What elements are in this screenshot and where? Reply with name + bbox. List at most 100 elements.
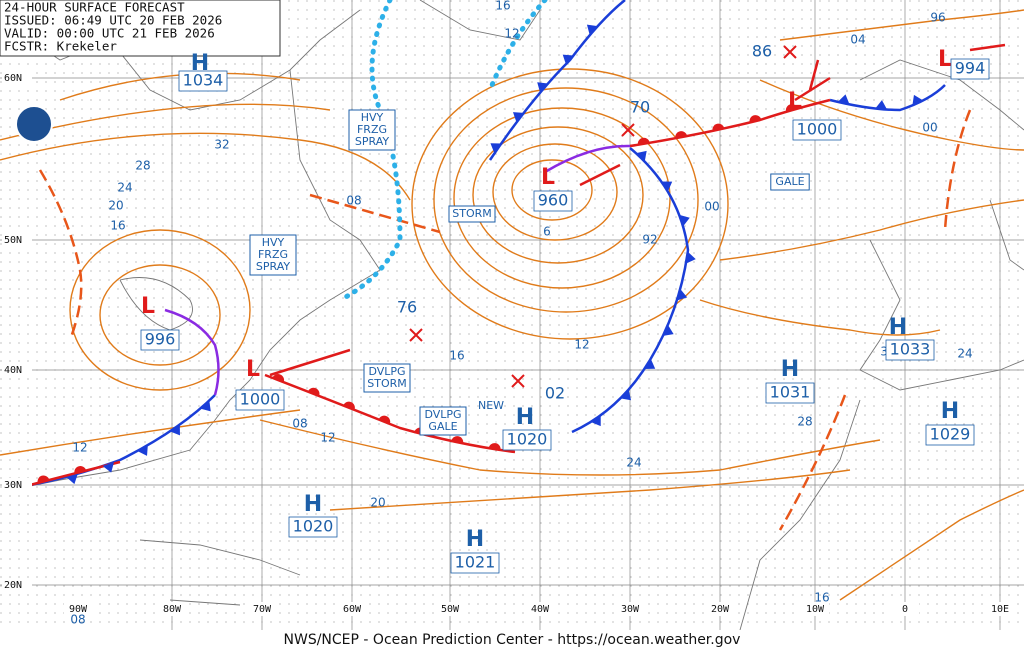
cold-front-triangle <box>66 473 78 485</box>
warning-label: STORM <box>367 377 407 390</box>
longitude-label: 20W <box>711 604 730 615</box>
pressure-box <box>533 190 573 212</box>
warning-label: DVLPG <box>424 408 461 421</box>
central-pressure: 1000 <box>797 120 838 139</box>
warning-label-box <box>419 406 467 436</box>
footer: NWS/NCEP - Ocean Prediction Center - htt… <box>284 632 741 648</box>
x-mark <box>409 328 423 342</box>
warm-front-semicircle <box>675 131 688 139</box>
graticule <box>0 0 1024 630</box>
central-pressure: 1020 <box>507 430 548 449</box>
isobar-label: 32 <box>214 138 229 152</box>
cold-front-triangle <box>661 181 673 192</box>
isobar-label: 28 <box>797 415 812 429</box>
cold-front-triangle <box>644 358 656 369</box>
longitude-label: 10E <box>991 604 1009 615</box>
longitude-label: 30W <box>621 604 640 615</box>
longitude-label: 90W <box>69 604 88 615</box>
isobar-label: 08 <box>70 613 85 627</box>
warning-label: HVY <box>361 111 384 124</box>
pressure-box <box>885 339 935 361</box>
lon-label-box <box>158 602 186 616</box>
cold-front-triangle <box>590 415 601 427</box>
longitude-label: 60W <box>343 604 362 615</box>
isobar-label: 12 <box>574 338 589 352</box>
pressure-box <box>450 552 500 574</box>
low-symbol: L <box>141 294 155 319</box>
warning-label: HVY <box>262 236 285 249</box>
warm-front-semicircle <box>37 475 50 483</box>
warm-front <box>264 373 516 454</box>
trough <box>943 109 972 231</box>
warning-label: STORM <box>452 207 492 220</box>
ice-edge <box>487 0 548 93</box>
note: NEW <box>478 399 504 412</box>
isobar-label: 28 <box>135 159 150 173</box>
cold-front-triangle <box>837 94 850 105</box>
isobar-label: 20 <box>108 199 123 213</box>
pressure-box <box>235 389 285 411</box>
central-pressure: 1021 <box>455 553 496 572</box>
lat-label-box <box>2 233 32 247</box>
isobar-label: 20 <box>370 496 385 510</box>
cold-front-triangle <box>620 389 632 401</box>
longitude-label: 0 <box>902 604 908 615</box>
high-symbol: H <box>516 405 534 430</box>
pressure-box <box>950 58 990 80</box>
cold-front-triangle <box>662 324 674 336</box>
isobar-label: 08 <box>346 194 361 208</box>
high-symbol: H <box>941 399 959 424</box>
high-symbol: H <box>889 315 907 340</box>
pressure-box <box>288 516 338 538</box>
isobar-label: 16 <box>449 349 464 363</box>
isobar-label: 16 <box>814 591 829 605</box>
lon-label-box <box>891 602 919 616</box>
header-box <box>0 0 281 57</box>
central-pressure: 994 <box>955 59 986 78</box>
cold-front <box>829 84 946 112</box>
lat-label-box <box>2 478 32 492</box>
central-pressure: 1034 <box>183 71 224 90</box>
cold-front <box>488 0 626 161</box>
pressure-box <box>925 424 975 446</box>
latitude-label: 50N <box>4 235 22 246</box>
pressure-box <box>178 70 228 92</box>
high-symbol: H <box>466 527 484 552</box>
x-mark <box>783 45 797 59</box>
low-symbol: L <box>788 89 802 114</box>
central-pressure: 1000 <box>240 390 281 409</box>
header-line: FCSTR: Krekeler <box>4 39 117 54</box>
isobar-label: 92 <box>642 233 657 247</box>
front-symbols <box>37 24 924 485</box>
motion-arrow <box>269 43 1006 377</box>
warning-label: FRZG <box>357 123 387 136</box>
cold-front-triangle <box>200 400 211 412</box>
cold-front-triangle <box>875 100 888 110</box>
warning-label-box <box>249 234 297 276</box>
lat-label-box <box>2 363 32 377</box>
warning-label: GALE <box>428 420 457 433</box>
header-line: 24-HOUR SURFACE FORECAST <box>4 0 185 15</box>
central-pressure: 1020 <box>293 517 334 536</box>
isobar-label: 24 <box>957 347 972 361</box>
header-line: ISSUED: 06:49 UTC 20 FEB 2026 <box>4 13 222 28</box>
isobar-label: 16 <box>495 0 510 13</box>
low-symbol: L <box>541 165 555 190</box>
longitude-label: 10W <box>806 604 825 615</box>
cold-front-triangle <box>137 445 148 456</box>
pressure-box <box>792 119 842 141</box>
lon-label-box <box>64 602 92 616</box>
warning-label: SPRAY <box>256 260 290 273</box>
cold-front-triangle <box>537 82 548 93</box>
trough <box>38 169 83 341</box>
noaa-logo <box>15 105 53 143</box>
dissipating-low-pressure: 70 <box>630 98 650 117</box>
latitude-label: 60N <box>4 73 22 84</box>
central-pressure: 1031 <box>770 383 811 402</box>
cold-front-triangle <box>490 143 502 154</box>
warm-front-semicircle <box>307 387 320 396</box>
warning-label: DVLPG <box>368 365 405 378</box>
high-symbol: H <box>304 492 322 517</box>
warning-label: FRZG <box>258 248 288 261</box>
footer-band <box>0 630 1024 652</box>
